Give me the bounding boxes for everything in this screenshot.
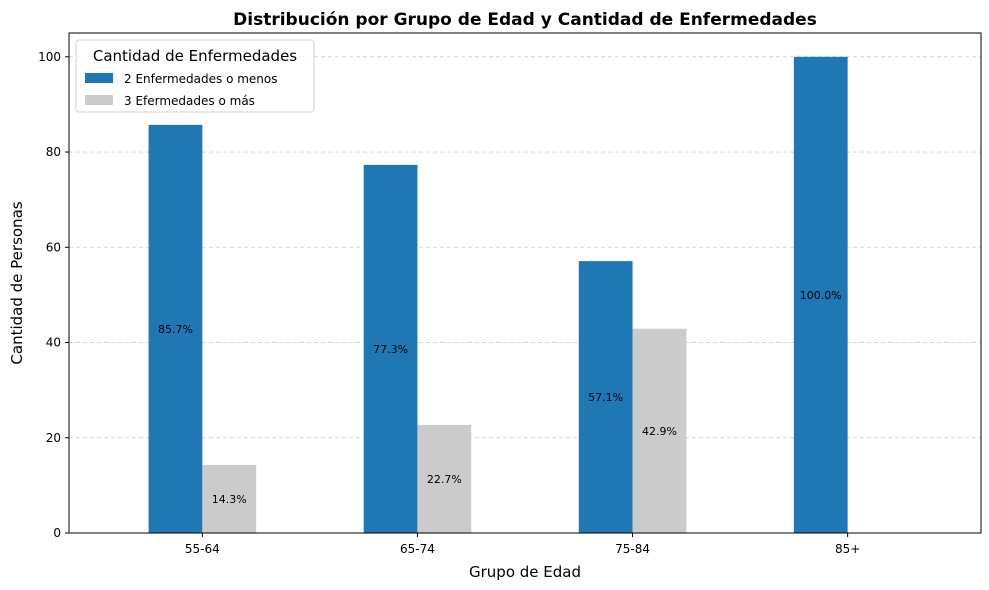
bars <box>148 56 848 534</box>
y-tick-label: 60 <box>46 240 61 254</box>
legend-entry-label: 2 Enfermedades o menos <box>124 72 278 86</box>
data-label: 85.7% <box>158 323 193 336</box>
data-label: 100.0% <box>800 289 842 302</box>
y-tick-label: 100 <box>38 50 61 64</box>
bar <box>793 56 848 534</box>
data-label: 42.9% <box>642 425 677 438</box>
plot-frame <box>68 32 982 534</box>
x-tick-label: 75-84 <box>615 542 650 556</box>
data-label: 77.3% <box>373 343 408 356</box>
x-tick-label: 65-74 <box>400 542 435 556</box>
data-label: 22.7% <box>427 473 462 486</box>
legend: Cantidad de Enfermedades 2 Enfermedades … <box>75 39 315 113</box>
y-axis-label: Cantidad de Personas <box>8 201 26 364</box>
bar <box>578 261 633 533</box>
x-tick-label: 55-64 <box>185 542 220 556</box>
y-tick-label: 80 <box>46 145 61 159</box>
data-label: 14.3% <box>212 493 247 506</box>
x-tick-label: 85+ <box>835 542 860 556</box>
y-axis-ticks: 0 20 40 60 80 100 <box>38 50 69 540</box>
legend-swatch <box>85 95 113 105</box>
chart-title: Distribución por Grupo de Edad y Cantida… <box>233 10 817 30</box>
bar <box>417 424 472 533</box>
legend-swatch <box>85 73 113 83</box>
legend-items: 2 Enfermedades o menos 3 Efermedades o má… <box>85 72 278 108</box>
legend-entry-label: 3 Efermedades o más <box>124 94 255 108</box>
bar <box>202 464 257 533</box>
bar <box>363 164 418 533</box>
legend-title: Cantidad de Enfermedades <box>93 47 297 65</box>
bar <box>632 328 687 533</box>
bar <box>148 124 203 534</box>
data-labels: 85.7% 77.3% 57.1% 100.0% 14.3% 22.7% 42.9% <box>158 289 842 506</box>
y-tick-label: 0 <box>53 526 61 540</box>
y-tick-label: 20 <box>46 431 61 445</box>
x-axis-label: Grupo de Edad <box>469 563 581 581</box>
y-tick-label: 40 <box>46 336 61 350</box>
data-label: 57.1% <box>588 391 623 404</box>
x-axis-ticks: 55-64 65-74 75-84 85+ <box>185 533 860 556</box>
legend-box <box>75 39 315 113</box>
